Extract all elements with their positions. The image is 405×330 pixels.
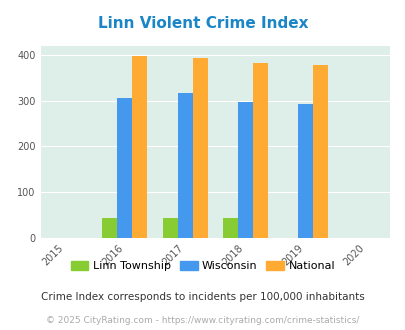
Bar — [252, 63, 267, 238]
Bar — [297, 104, 312, 238]
Text: Crime Index corresponds to incidents per 100,000 inhabitants: Crime Index corresponds to incidents per… — [41, 292, 364, 302]
Bar — [312, 65, 327, 238]
Bar — [132, 56, 147, 238]
Bar — [162, 217, 177, 238]
Bar — [177, 93, 192, 238]
Bar — [102, 217, 117, 238]
Bar — [117, 98, 132, 238]
Bar — [192, 58, 207, 238]
Text: Linn Violent Crime Index: Linn Violent Crime Index — [98, 16, 307, 31]
Text: © 2025 CityRating.com - https://www.cityrating.com/crime-statistics/: © 2025 CityRating.com - https://www.city… — [46, 315, 359, 325]
Bar — [237, 102, 252, 238]
Bar — [222, 217, 237, 238]
Legend: Linn Township, Wisconsin, National: Linn Township, Wisconsin, National — [66, 256, 339, 276]
